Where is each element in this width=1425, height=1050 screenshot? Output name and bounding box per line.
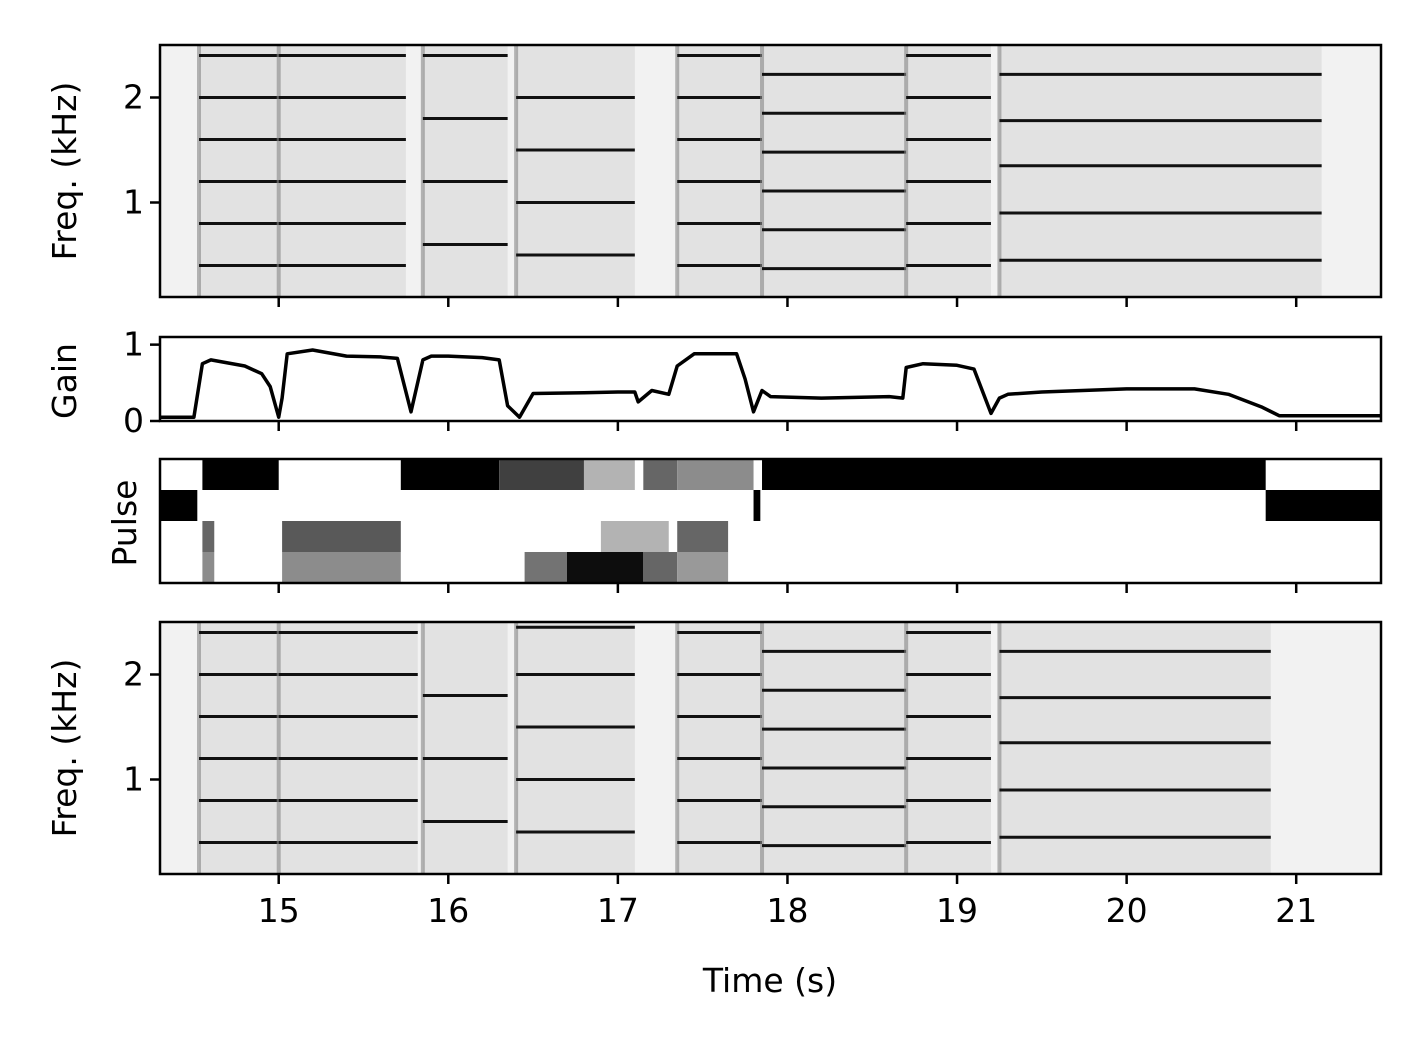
- y-tick-label: 2: [123, 78, 144, 117]
- y-tick-label: 1: [123, 183, 144, 222]
- gain-panel: 01 Gain: [45, 325, 1383, 440]
- y-tick-label: 0: [123, 401, 144, 440]
- pulse-cell: [677, 459, 754, 490]
- segment-noise-band: [762, 622, 907, 874]
- gain-frame: [158, 335, 1383, 423]
- pulse-cell: [643, 552, 678, 583]
- pulse-xticks: [277, 583, 1298, 593]
- segment-noise-band: [278, 45, 406, 297]
- pulse-cell: [160, 490, 198, 521]
- segment-noise-band: [999, 622, 1271, 874]
- spectrogram-bottom-xticks: 15 16 17 18 19 20 21: [258, 874, 1317, 930]
- segment-noise-band: [199, 45, 279, 297]
- segment-noise-band: [999, 45, 1322, 297]
- gain-xticks: [277, 421, 1298, 431]
- segment-noise-band: [516, 45, 635, 297]
- x-tick-label: 20: [1106, 891, 1148, 930]
- spectrogram-top-panel: 12 Freq. (kHz): [45, 43, 1383, 307]
- gain-ylabel: Gain: [45, 343, 84, 419]
- pulse-cell: [600, 521, 669, 552]
- pulse-ylabel: Pulse: [105, 480, 144, 567]
- segment-noise-band: [278, 622, 418, 874]
- spectrogram-top-frame: [158, 43, 1383, 299]
- gain-background: [160, 337, 1381, 421]
- gain-series-line: [160, 348, 1381, 419]
- spectrogram-bottom-tracks: [197, 622, 1271, 874]
- pulse-cell: [202, 459, 279, 490]
- pulse-cell: [753, 490, 761, 521]
- segment-noise-band: [906, 622, 991, 874]
- pulse-cell: [499, 459, 584, 490]
- x-tick-label: 15: [258, 891, 300, 930]
- x-tick-label: 19: [936, 891, 978, 930]
- pulse-cell: [400, 459, 500, 490]
- segment-noise-band: [199, 622, 279, 874]
- pulse-cell: [677, 521, 729, 552]
- pulse-cell: [762, 459, 1266, 490]
- pulse-cell: [202, 521, 215, 552]
- segment-noise-band: [762, 45, 907, 297]
- pulse-cell: [1265, 490, 1381, 521]
- spectrogram-top-yticks: 12: [123, 78, 160, 222]
- spectrogram-bottom-frame: [158, 620, 1383, 876]
- segment-noise-band: [422, 45, 508, 297]
- pulse-cell: [282, 521, 401, 552]
- pulse-cells: [160, 459, 1381, 583]
- pulse-panel: Pulse: [105, 457, 1383, 593]
- pulse-cell: [677, 552, 729, 583]
- y-tick-label: 1: [123, 760, 144, 799]
- segment-noise-band: [422, 622, 508, 874]
- x-tick-label: 17: [597, 891, 639, 930]
- x-tick-label: 18: [766, 891, 808, 930]
- spectrogram-top-tracks: [197, 45, 1322, 297]
- gain-yticks: 01: [123, 325, 160, 440]
- segment-noise-band: [677, 622, 763, 874]
- segment-noise-band: [516, 622, 635, 874]
- segment-noise-band: [906, 45, 991, 297]
- spectrogram-bottom-panel: 12 15 16 17 18 19 20 21 Freq. (kHz) Time (s): [45, 620, 1383, 1000]
- x-axis-label: Time (s): [702, 961, 837, 1000]
- y-tick-label: 1: [123, 325, 144, 364]
- spectrogram-bottom-ylabel: Freq. (kHz): [45, 659, 84, 838]
- y-tick-label: 2: [123, 655, 144, 694]
- pulse-cell: [202, 552, 215, 583]
- spectrogram-bottom-yticks: 12: [123, 655, 160, 799]
- x-tick-label: 16: [427, 891, 469, 930]
- pulse-frame: [158, 457, 1383, 585]
- pulse-cell: [524, 552, 567, 583]
- pulse-cell: [583, 459, 635, 490]
- pulse-cell: [643, 459, 678, 490]
- segment-noise-band: [677, 45, 763, 297]
- pulse-cell: [567, 552, 644, 583]
- spectrogram-top-ylabel: Freq. (kHz): [45, 82, 84, 261]
- x-tick-label: 21: [1275, 891, 1317, 930]
- pulse-cell: [282, 552, 401, 583]
- spectrogram-top-xticks: [277, 297, 1298, 307]
